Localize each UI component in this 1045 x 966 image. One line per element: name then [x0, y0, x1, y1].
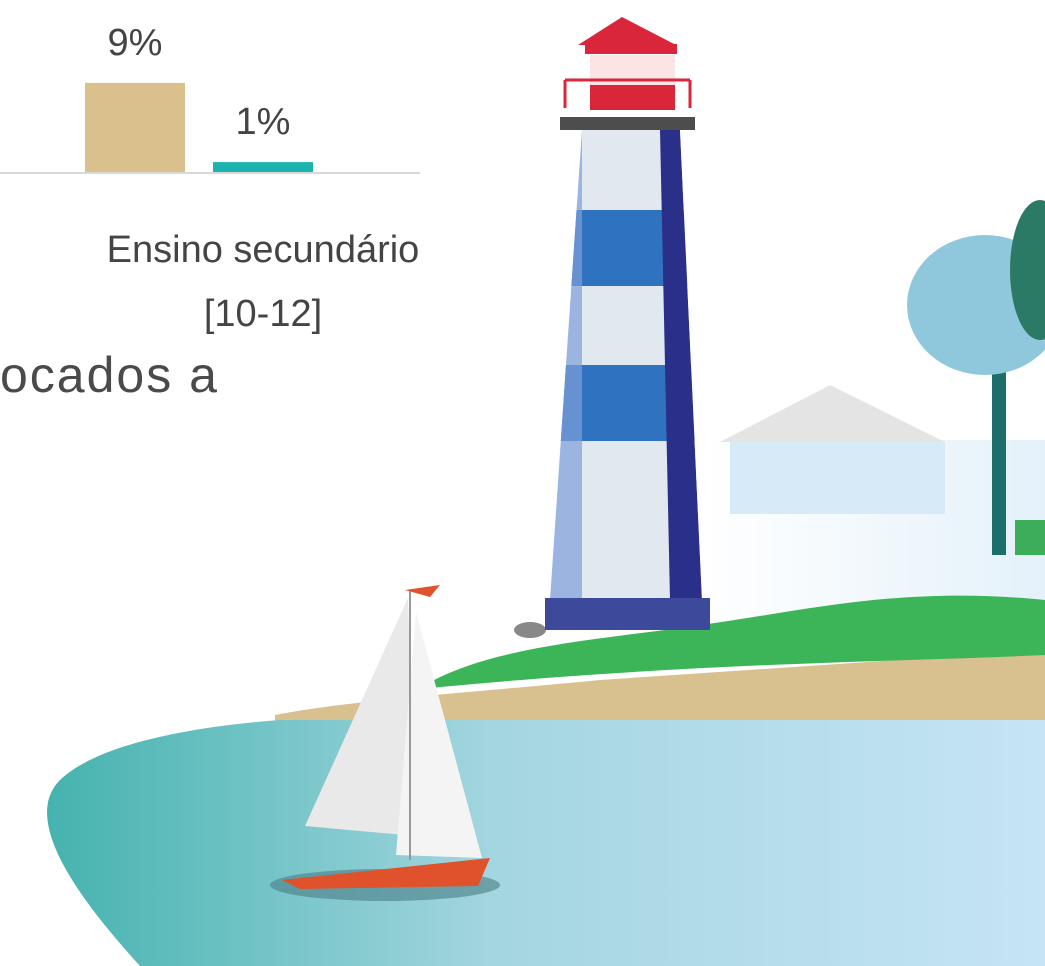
bar [213, 162, 313, 172]
value-label: 9% [108, 22, 163, 64]
bar [85, 82, 185, 172]
category-label: Ensino secundário [10-12] [106, 229, 420, 335]
annotation: ocados a [0, 347, 219, 403]
illustration [47, 17, 1045, 966]
value-label: 1% [236, 101, 291, 143]
